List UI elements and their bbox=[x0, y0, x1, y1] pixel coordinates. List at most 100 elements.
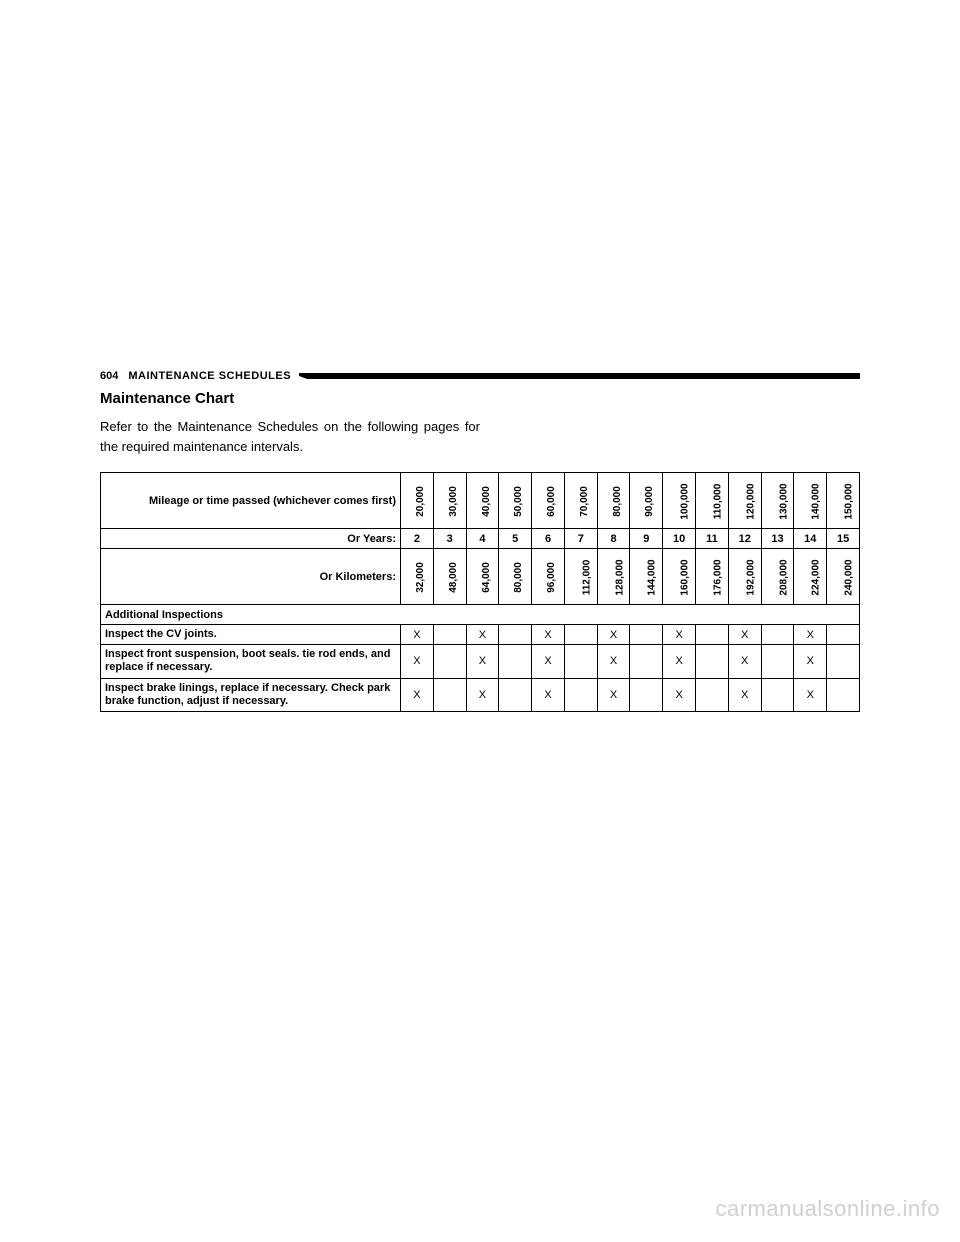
value-cell: 96,000 bbox=[532, 549, 565, 605]
mark-cell: X bbox=[794, 678, 827, 711]
value-cell: 144,000 bbox=[630, 549, 663, 605]
mark-cell bbox=[630, 625, 663, 645]
mark-cell: X bbox=[597, 625, 630, 645]
mark-cell bbox=[761, 678, 794, 711]
year-cell: 2 bbox=[401, 529, 434, 549]
value-cell: 110,000 bbox=[696, 473, 729, 529]
value-cell: 150,000 bbox=[827, 473, 860, 529]
year-cell: 9 bbox=[630, 529, 663, 549]
value-cell: 60,000 bbox=[532, 473, 565, 529]
mark-cell bbox=[696, 678, 729, 711]
value-cell: 140,000 bbox=[794, 473, 827, 529]
value-cell: 48,000 bbox=[433, 549, 466, 605]
header-rule bbox=[299, 373, 860, 379]
intro-paragraph: Refer to the Maintenance Schedules on th… bbox=[100, 417, 480, 456]
inspection-item: Inspect brake linings, replace if necess… bbox=[101, 678, 401, 711]
mark-cell: X bbox=[794, 625, 827, 645]
mark-cell bbox=[827, 625, 860, 645]
mark-cell bbox=[761, 645, 794, 678]
year-cell: 11 bbox=[696, 529, 729, 549]
year-cell: 14 bbox=[794, 529, 827, 549]
mark-cell: X bbox=[401, 645, 434, 678]
page-title: Maintenance Chart bbox=[100, 390, 860, 407]
value-cell: 40,000 bbox=[466, 473, 499, 529]
year-cell: 8 bbox=[597, 529, 630, 549]
running-header: 604 MAINTENANCE SCHEDULES bbox=[100, 370, 860, 382]
value-cell: 130,000 bbox=[761, 473, 794, 529]
mark-cell bbox=[696, 625, 729, 645]
year-cell: 10 bbox=[663, 529, 696, 549]
mark-cell: X bbox=[466, 678, 499, 711]
mark-cell: X bbox=[728, 678, 761, 711]
mark-cell bbox=[499, 625, 532, 645]
year-cell: 12 bbox=[728, 529, 761, 549]
mark-cell bbox=[761, 625, 794, 645]
mark-cell: X bbox=[466, 625, 499, 645]
value-cell: 20,000 bbox=[401, 473, 434, 529]
inspection-item: Inspect front suspension, boot seals. ti… bbox=[101, 645, 401, 678]
mark-cell: X bbox=[466, 645, 499, 678]
mark-cell bbox=[564, 678, 597, 711]
section-header: Additional Inspections bbox=[101, 605, 860, 625]
mark-cell: X bbox=[663, 645, 696, 678]
value-cell: 224,000 bbox=[794, 549, 827, 605]
mark-cell: X bbox=[794, 645, 827, 678]
value-cell: 112,000 bbox=[564, 549, 597, 605]
mark-cell: X bbox=[728, 645, 761, 678]
value-cell: 192,000 bbox=[728, 549, 761, 605]
mark-cell: X bbox=[532, 678, 565, 711]
value-cell: 160,000 bbox=[663, 549, 696, 605]
value-cell: 208,000 bbox=[761, 549, 794, 605]
mark-cell bbox=[499, 678, 532, 711]
mark-cell bbox=[433, 678, 466, 711]
year-cell: 15 bbox=[827, 529, 860, 549]
value-cell: 64,000 bbox=[466, 549, 499, 605]
mark-cell bbox=[499, 645, 532, 678]
value-cell: 176,000 bbox=[696, 549, 729, 605]
mark-cell: X bbox=[532, 625, 565, 645]
mark-cell: X bbox=[401, 625, 434, 645]
value-cell: 80,000 bbox=[499, 549, 532, 605]
value-cell: 80,000 bbox=[597, 473, 630, 529]
page-number: 604 bbox=[100, 370, 118, 382]
value-cell: 90,000 bbox=[630, 473, 663, 529]
maintenance-table: Mileage or time passed (whichever comes … bbox=[100, 472, 860, 712]
mark-cell bbox=[630, 678, 663, 711]
value-cell: 240,000 bbox=[827, 549, 860, 605]
mark-cell: X bbox=[532, 645, 565, 678]
mark-cell bbox=[564, 625, 597, 645]
year-cell: 5 bbox=[499, 529, 532, 549]
mark-cell bbox=[630, 645, 663, 678]
mark-cell: X bbox=[663, 678, 696, 711]
year-cell: 4 bbox=[466, 529, 499, 549]
year-cell: 3 bbox=[433, 529, 466, 549]
mark-cell: X bbox=[728, 625, 761, 645]
value-cell: 50,000 bbox=[499, 473, 532, 529]
row-label: Or Kilometers: bbox=[101, 549, 401, 605]
inspection-item: Inspect the CV joints. bbox=[101, 625, 401, 645]
section-name: MAINTENANCE SCHEDULES bbox=[128, 370, 291, 382]
year-cell: 7 bbox=[564, 529, 597, 549]
mark-cell bbox=[696, 645, 729, 678]
page-content: 604 MAINTENANCE SCHEDULES Maintenance Ch… bbox=[100, 370, 860, 712]
mark-cell: X bbox=[597, 645, 630, 678]
year-cell: 6 bbox=[532, 529, 565, 549]
mark-cell: X bbox=[663, 625, 696, 645]
value-cell: 100,000 bbox=[663, 473, 696, 529]
mark-cell bbox=[433, 625, 466, 645]
mark-cell bbox=[433, 645, 466, 678]
mark-cell bbox=[827, 678, 860, 711]
watermark: carmanualsonline.info bbox=[715, 1196, 940, 1222]
mark-cell bbox=[564, 645, 597, 678]
mark-cell bbox=[827, 645, 860, 678]
value-cell: 32,000 bbox=[401, 549, 434, 605]
mark-cell: X bbox=[401, 678, 434, 711]
row-label: Or Years: bbox=[101, 529, 401, 549]
mark-cell: X bbox=[597, 678, 630, 711]
value-cell: 30,000 bbox=[433, 473, 466, 529]
value-cell: 70,000 bbox=[564, 473, 597, 529]
value-cell: 128,000 bbox=[597, 549, 630, 605]
row-label: Mileage or time passed (whichever comes … bbox=[101, 473, 401, 529]
value-cell: 120,000 bbox=[728, 473, 761, 529]
year-cell: 13 bbox=[761, 529, 794, 549]
